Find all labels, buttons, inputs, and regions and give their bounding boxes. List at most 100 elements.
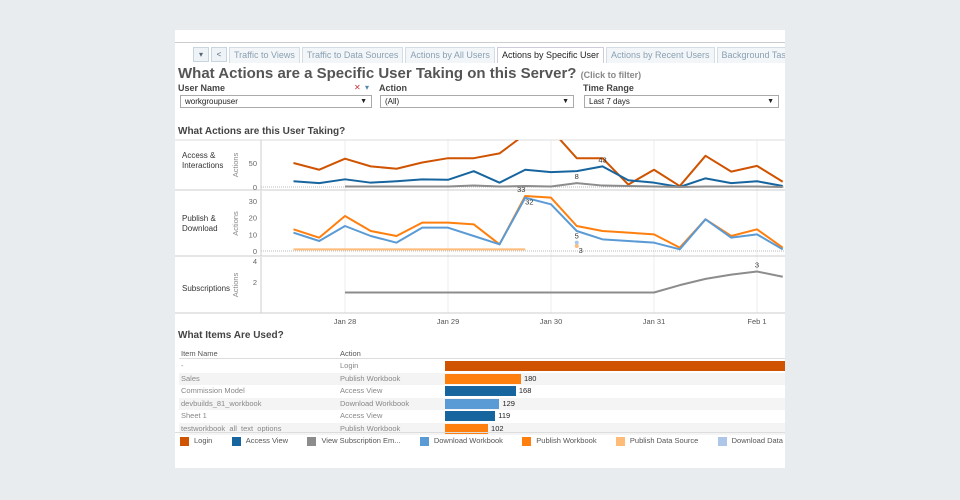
series-view-subscription-email-line xyxy=(345,182,783,188)
user-name-label: User Name xyxy=(178,83,226,93)
tab-actions-by-recent-users[interactable]: Actions by Recent Users xyxy=(605,47,715,63)
clear-filter-icon[interactable]: ✕ xyxy=(354,83,361,92)
bar[interactable] xyxy=(445,398,500,409)
action-label: Action xyxy=(379,83,407,93)
table-row[interactable]: devbuilds_81_workbook Download Workbook 12… xyxy=(179,397,785,410)
data-label: 3 xyxy=(755,261,759,270)
legend-label: View Subscription Em... xyxy=(321,436,401,445)
action-cell: Login xyxy=(340,361,359,370)
item-name-cell: Sheet 1 xyxy=(181,411,207,421)
chevron-left-icon: < xyxy=(216,50,222,59)
legend-item[interactable]: View Subscription Em... xyxy=(307,436,401,446)
series-login-line xyxy=(293,140,784,188)
column-header-item-name: Item Name xyxy=(181,349,218,358)
tab-prev-button[interactable]: < xyxy=(211,47,227,62)
tab-actions-by-specific-user[interactable]: Actions by Specific User xyxy=(496,47,604,63)
dropdown-arrow-icon: ▼ xyxy=(767,98,774,105)
legend-swatch xyxy=(231,436,241,446)
bar[interactable] xyxy=(445,361,785,371)
legend-swatch xyxy=(717,436,727,446)
x-tick-label: Feb 1 xyxy=(747,317,766,326)
bar-value-label: 168 xyxy=(518,386,532,396)
table-row[interactable]: Commission Model Access View 168 xyxy=(179,385,785,398)
y-tick-label: 2 xyxy=(253,278,257,287)
legend-item[interactable]: Publish Data Source xyxy=(615,436,699,446)
divider xyxy=(175,432,785,433)
bar-value-label: 119 xyxy=(498,411,511,421)
bar[interactable] xyxy=(445,373,521,384)
tab-menu-button[interactable]: ▾ xyxy=(193,47,209,62)
legend-swatch xyxy=(419,436,429,446)
x-tick-label: Jan 29 xyxy=(437,317,460,326)
items-chart-title: What Items Are Used? xyxy=(178,330,284,341)
tab-traffic-to-data-sources[interactable]: Traffic to Data Sources xyxy=(301,47,404,63)
pane-label-subscriptions: Subscriptions xyxy=(182,284,231,293)
action-cell: Access View xyxy=(340,411,383,421)
actions-chart-title: What Actions are this User Taking? xyxy=(178,126,346,137)
tab-row: ▾ < Traffic to Views Traffic to Data Sou… xyxy=(193,47,785,63)
legend-item[interactable]: Download Workbook xyxy=(419,436,503,446)
data-label: 32 xyxy=(525,198,533,207)
legend-item[interactable]: Login xyxy=(180,436,212,446)
bar[interactable] xyxy=(445,424,489,434)
bar-value-label: 180 xyxy=(523,373,537,383)
series-access-view-line xyxy=(293,165,783,188)
tab-actions-by-all-users[interactable]: Actions by All Users xyxy=(405,47,495,63)
page-title-text: What Actions are a Specific User Taking … xyxy=(178,65,577,82)
table-row[interactable]: - Login xyxy=(179,360,785,372)
bar[interactable] xyxy=(445,386,516,397)
data-label: 5 xyxy=(575,232,579,241)
series-view-subscription-email-line xyxy=(345,270,783,294)
data-label: 3 xyxy=(579,246,583,255)
time-range-dropdown[interactable]: Last 7 days ▼ xyxy=(584,95,779,108)
legend-swatch xyxy=(180,436,189,446)
column-header-action: Action xyxy=(340,349,361,358)
pane-label-publish: Publish & Download xyxy=(182,214,218,233)
item-name-cell: Commission Model xyxy=(181,386,245,396)
series-download-workbook-line xyxy=(293,196,784,251)
legend-label: Publish Workbook xyxy=(536,436,597,445)
filter-menu-icon[interactable]: ▾ xyxy=(365,83,370,92)
series-publish-data-source-point xyxy=(574,244,579,248)
x-tick-label: Jan 28 xyxy=(334,317,357,326)
dropdown-arrow-icon: ▼ xyxy=(562,98,569,105)
action-cell: Access View xyxy=(340,386,383,396)
dashboard-panel: ▾ < Traffic to Views Traffic to Data Sou… xyxy=(175,30,785,468)
pane-series-1 xyxy=(293,195,784,251)
item-name-cell: devbuilds_81_workbook xyxy=(181,398,262,408)
legend-swatch xyxy=(522,436,532,446)
table-row[interactable]: Sales Publish Workbook 180 xyxy=(179,372,785,385)
action-cell: Publish Workbook xyxy=(340,373,401,383)
table-row[interactable]: Sheet 1 Access View 119 xyxy=(179,410,785,423)
action-cell: Download Workbook xyxy=(340,398,410,408)
action-dropdown[interactable]: (All) ▼ xyxy=(380,95,574,108)
legend-item[interactable]: Download Data xyxy=(717,436,783,446)
legend-item[interactable]: Publish Workbook xyxy=(522,436,597,446)
legend-label: Download Data xyxy=(731,436,783,445)
pane-label-access: Access & Interactions xyxy=(182,151,224,170)
y-tick-label: 0 xyxy=(253,247,257,256)
legend-swatch xyxy=(307,436,317,446)
item-name-cell: testworkbook_all_text_options xyxy=(181,424,282,433)
tab-background-tasks[interactable]: Background Tasks xyxy=(716,47,785,63)
legend-swatch xyxy=(615,436,625,446)
legend-label: Access View xyxy=(245,436,289,445)
y-tick-label: 4 xyxy=(253,257,257,266)
user-name-dropdown[interactable]: workgroupuser ▼ xyxy=(180,95,372,108)
legend-label: Publish Data Source xyxy=(629,436,699,445)
time-range-value: Last 7 days xyxy=(589,97,630,106)
chevron-down-icon: ▾ xyxy=(198,50,203,59)
y-axis-label: Actions xyxy=(231,152,240,177)
data-label: 8 xyxy=(575,172,579,181)
dropdown-arrow-icon: ▼ xyxy=(360,98,367,105)
y-tick-label: 30 xyxy=(249,197,257,206)
bar-value-label: 129 xyxy=(502,398,515,408)
y-axis-label: Actions xyxy=(231,211,240,236)
tab-traffic-to-views[interactable]: Traffic to Views xyxy=(229,47,300,63)
y-tick-label: 20 xyxy=(249,214,257,223)
legend-item[interactable]: Access View xyxy=(231,436,289,446)
bar[interactable] xyxy=(445,411,496,422)
time-range-label: Time Range xyxy=(583,83,634,93)
legend: Login Access View View Subscription Em... D… xyxy=(180,436,783,446)
